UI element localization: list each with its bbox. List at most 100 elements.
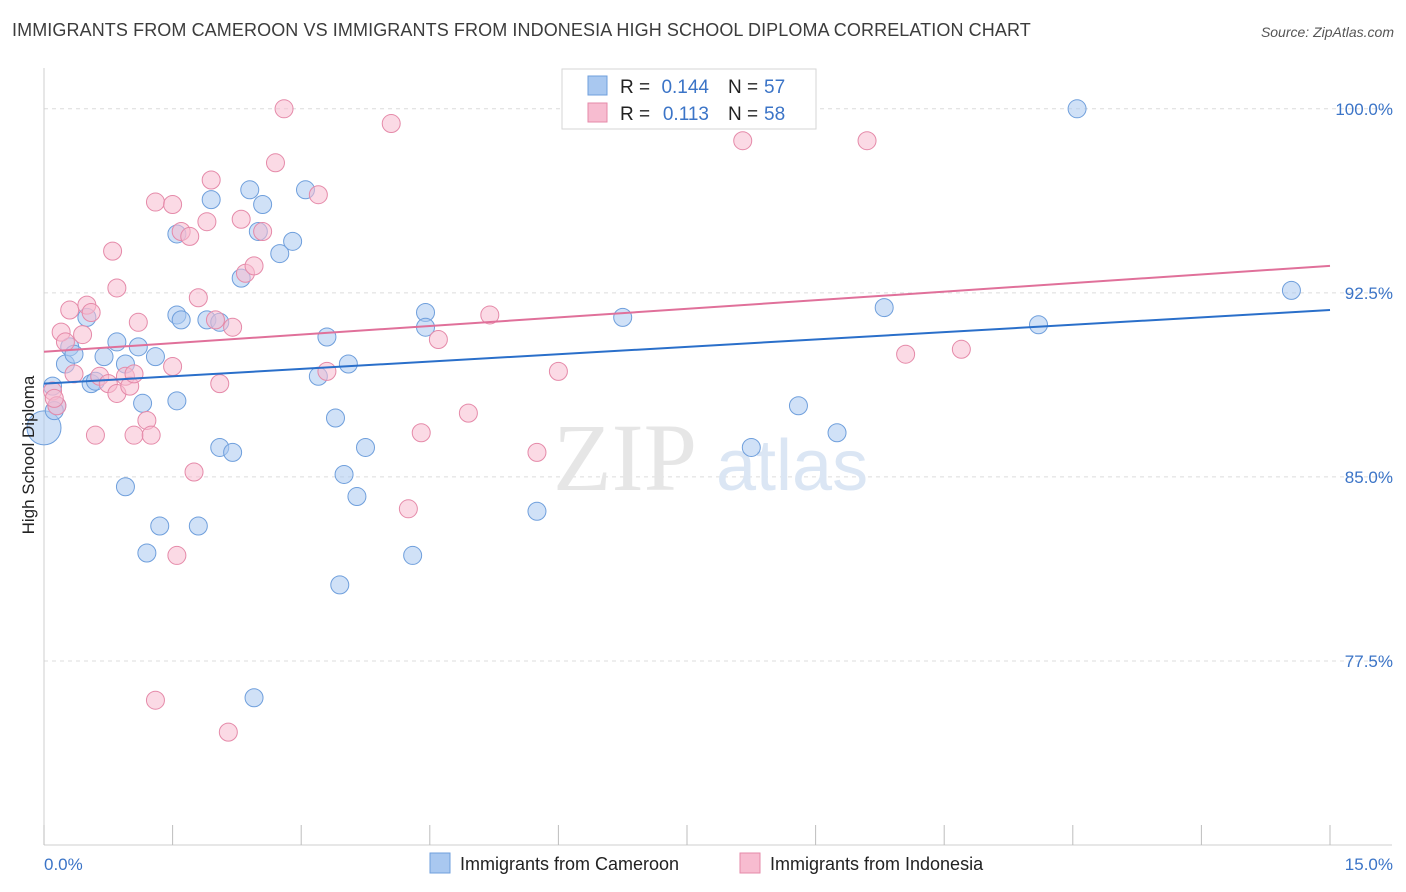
- y-tick-labels: 100.0% 92.5% 85.0% 77.5%: [1335, 100, 1393, 671]
- point-cameroon-43: [330, 575, 350, 595]
- point-cameroon-42: [356, 437, 375, 457]
- stats-legend-r-value-1: 0.113: [663, 104, 709, 125]
- point-cameroon-50: [788, 396, 808, 416]
- point-indonesia-2: [44, 388, 64, 408]
- watermark-atlas: atlas: [716, 426, 868, 506]
- watermark-zip: ZIP: [553, 404, 697, 511]
- point-cameroon-39: [338, 354, 358, 374]
- stats-legend-r-label-1: R =: [620, 104, 650, 125]
- point-indonesia-53: [733, 131, 753, 151]
- point-cameroon-40: [334, 464, 354, 484]
- point-indonesia-31: [197, 212, 217, 232]
- stats-legend-n-label-1: N =: [728, 104, 758, 125]
- stats-legend-n-value-0: 57: [764, 77, 785, 98]
- point-indonesia-19: [141, 425, 161, 445]
- point-indonesia-25: [167, 545, 187, 565]
- point-cameroon-48: [613, 307, 633, 327]
- point-indonesia-46: [398, 499, 418, 519]
- point-indonesia-16: [124, 425, 144, 445]
- stats-legend-r-value-0: 0.144: [661, 77, 709, 98]
- point-indonesia-11: [85, 425, 105, 445]
- point-indonesia-35: [223, 317, 243, 337]
- legend-label-indonesia: Immigrants from Indonesia: [770, 854, 984, 874]
- trend-line-indonesia: [43, 264, 1331, 353]
- point-cameroon-21: [188, 516, 208, 536]
- point-cameroon-54: [1067, 99, 1087, 119]
- point-cameroon-30: [270, 244, 290, 264]
- y-tick-label-3: 77.5%: [1345, 652, 1393, 671]
- point-indonesia-34: [210, 374, 230, 394]
- point-indonesia-54: [857, 131, 877, 151]
- point-cameroon-51: [827, 423, 847, 443]
- axes: [43, 68, 1392, 846]
- point-cameroon-52: [874, 298, 894, 318]
- point-indonesia-51: [527, 442, 547, 462]
- point-indonesia-44: [317, 361, 337, 381]
- point-indonesia-6: [64, 364, 84, 384]
- point-indonesia-5: [60, 300, 80, 320]
- chart-title: IMMIGRANTS FROM CAMEROON VS IMMIGRANTS F…: [12, 20, 1031, 40]
- point-cameroon-44: [403, 545, 423, 565]
- point-cameroon-55: [1281, 280, 1301, 300]
- point-indonesia-43: [308, 185, 328, 205]
- point-cameroon-27: [253, 195, 273, 215]
- x-tick-label-1: 15.0%: [1345, 855, 1393, 874]
- point-indonesia-56: [951, 339, 971, 359]
- stats-legend: R = 0.144 N = 57 R = 0.113 N = 58: [561, 68, 817, 130]
- watermark: ZIP atlas: [553, 404, 868, 511]
- point-indonesia-9: [81, 302, 101, 322]
- point-cameroon-24: [201, 190, 221, 210]
- point-indonesia-49: [458, 403, 478, 423]
- point-indonesia-29: [184, 462, 204, 482]
- point-cameroon-41: [347, 487, 367, 507]
- point-indonesia-22: [145, 192, 165, 212]
- point-cameroon-20: [167, 391, 187, 411]
- point-indonesia-57: [124, 364, 144, 384]
- point-indonesia-39: [244, 256, 264, 276]
- point-indonesia-32: [201, 170, 221, 190]
- point-cameroon-35: [244, 688, 264, 708]
- point-indonesia-26: [145, 690, 165, 710]
- point-indonesia-24: [163, 356, 183, 376]
- point-indonesia-45: [381, 114, 401, 134]
- point-cameroon-13: [133, 393, 153, 413]
- point-indonesia-47: [411, 423, 431, 443]
- point-indonesia-30: [188, 288, 208, 308]
- x-tick-label-0: 0.0%: [44, 855, 83, 874]
- point-cameroon-26: [240, 180, 260, 200]
- point-indonesia-36: [218, 722, 238, 742]
- point-cameroon-34: [223, 442, 243, 462]
- point-indonesia-7: [73, 325, 93, 345]
- stats-legend-n-label-0: N =: [728, 77, 758, 98]
- point-indonesia-28: [180, 226, 200, 246]
- y-tick-label-0: 100.0%: [1335, 100, 1393, 119]
- y-tick-label-2: 85.0%: [1345, 468, 1393, 487]
- trend-lines: [43, 264, 1331, 385]
- bottom-legend: Immigrants from Cameroon Immigrants from …: [429, 852, 984, 874]
- point-indonesia-48: [428, 329, 448, 349]
- stats-legend-swatch-1: [587, 102, 608, 123]
- point-cameroon-16: [150, 516, 170, 536]
- point-indonesia-20: [103, 241, 123, 261]
- point-indonesia-42: [274, 99, 294, 119]
- y-tick-label-1: 92.5%: [1345, 284, 1393, 303]
- point-cameroon-15: [115, 477, 135, 497]
- data-points: [26, 99, 1301, 742]
- trend-line-cameroon: [43, 309, 1331, 385]
- point-indonesia-40: [253, 222, 273, 242]
- legend-swatch-indonesia: [739, 852, 761, 874]
- stats-legend-n-value-1: 58: [764, 104, 785, 125]
- point-indonesia-4: [55, 332, 75, 352]
- point-indonesia-23: [163, 195, 183, 215]
- point-indonesia-41: [265, 153, 285, 173]
- point-cameroon-47: [527, 501, 547, 521]
- point-cameroon-17: [137, 543, 157, 563]
- point-cameroon-9: [94, 347, 114, 367]
- point-indonesia-55: [896, 344, 916, 364]
- chart-source: Source: ZipAtlas.com: [1260, 24, 1394, 40]
- point-indonesia-50: [480, 305, 500, 325]
- y-axis-title: High School Diploma: [19, 375, 38, 534]
- stats-legend-swatch-0: [587, 75, 608, 96]
- x-tick-labels: 0.0% 15.0%: [44, 855, 1393, 874]
